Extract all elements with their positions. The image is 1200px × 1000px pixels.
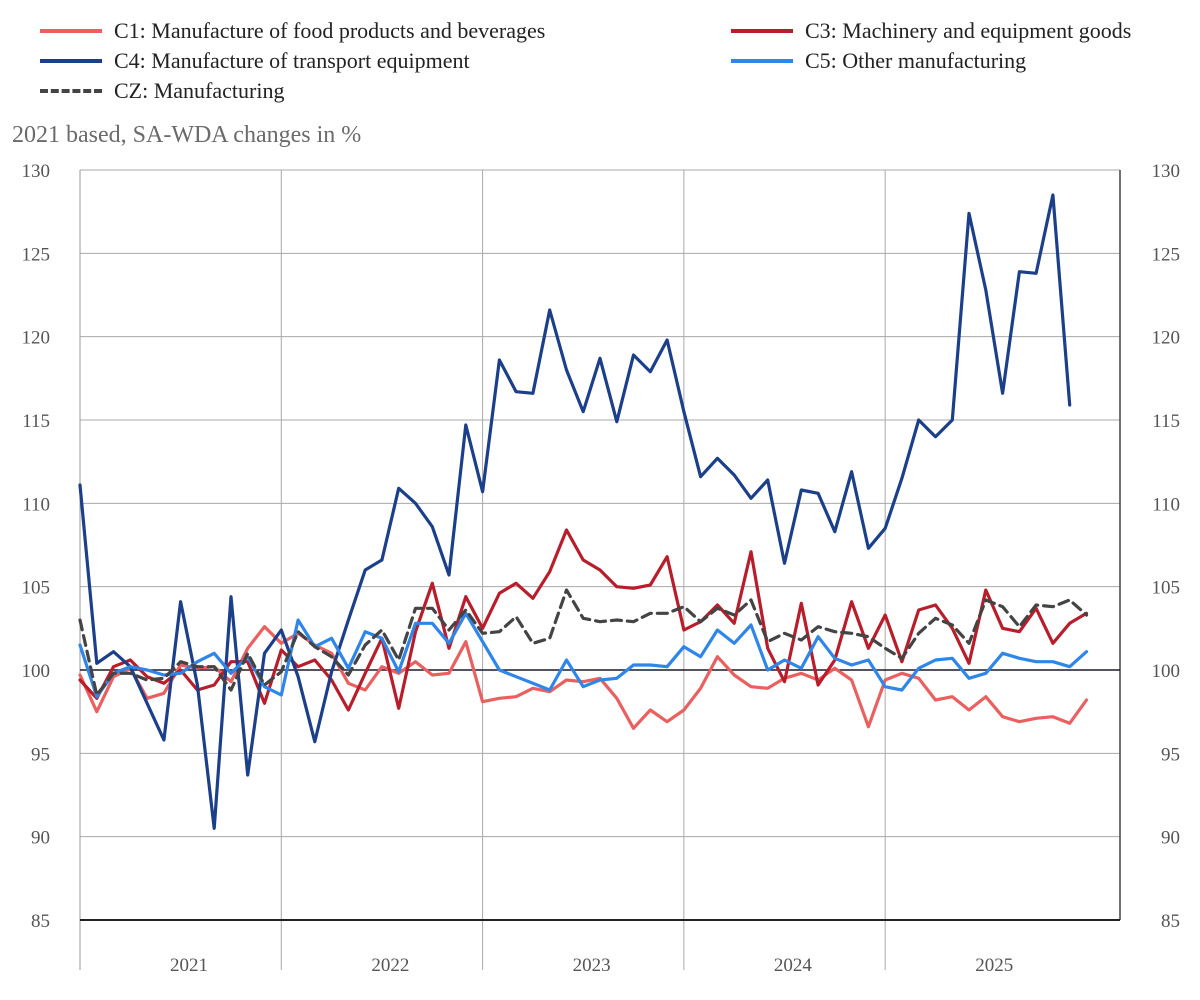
xtick-year-2024: 2024: [774, 955, 813, 976]
ytick-left-125: 125: [22, 244, 51, 265]
chart-subtitle: 2021 based, SA-WDA changes in %: [12, 122, 362, 148]
legend: C1: Manufacture of food products and bev…: [0, 0, 1200, 110]
ytick-left-110: 110: [22, 494, 50, 515]
legend-swatch-cz: [40, 89, 102, 93]
series-line-3: [78, 611, 1089, 699]
series-line-4: [78, 588, 1089, 697]
tick-labels: 85 85 90 90 95 95 100 100 105 105 110 110 115 115 120 1…: [22, 161, 1181, 976]
ytick-right-110: 110: [1152, 494, 1180, 515]
legend-swatch-c3: [731, 29, 793, 33]
ytick-left-90: 90: [31, 828, 50, 849]
series-group: [78, 193, 1089, 830]
legend-label-c1: C1: Manufacture of food products and bev…: [114, 18, 546, 43]
ytick-right-115: 115: [1152, 411, 1180, 432]
legend-label-c5: C5: Other manufacturing: [805, 48, 1027, 73]
legend-item-c1: C1: Manufacture of food products and bev…: [40, 18, 545, 44]
ytick-right-90: 90: [1161, 828, 1180, 849]
xtick-year-2025: 2025: [975, 955, 1013, 976]
ytick-right-100: 100: [1152, 661, 1181, 682]
ytick-left-120: 120: [22, 328, 51, 349]
xtick-year-2023: 2023: [573, 955, 611, 976]
ytick-right-105: 105: [1152, 578, 1181, 599]
ytick-right-120: 120: [1152, 328, 1181, 349]
legend-swatch-c5: [731, 59, 793, 63]
legend-label-c4: C4: Manufacture of transport equipment: [114, 48, 470, 73]
series-line-2: [78, 193, 1072, 830]
ytick-left-85: 85: [31, 911, 50, 932]
legend-item-cz: CZ: Manufacturing: [40, 78, 284, 104]
xtick-year-2022: 2022: [371, 955, 409, 976]
series-line-1: [78, 528, 1089, 712]
ytick-left-95: 95: [31, 744, 50, 765]
xtick-year-2021: 2021: [170, 955, 208, 976]
ytick-left-130: 130: [22, 161, 51, 182]
series-line-0: [78, 625, 1089, 730]
ytick-right-85: 85: [1161, 911, 1180, 932]
ytick-right-95: 95: [1161, 744, 1180, 765]
ytick-left-115: 115: [22, 411, 50, 432]
ytick-right-130: 130: [1152, 161, 1181, 182]
ytick-left-105: 105: [22, 578, 51, 599]
legend-swatch-c4: [40, 59, 102, 63]
legend-item-c5: C5: Other manufacturing: [731, 48, 1026, 74]
legend-label-c3: C3: Machinery and equipment goods: [805, 18, 1132, 43]
legend-label-cz: CZ: Manufacturing: [114, 78, 285, 103]
ytick-right-125: 125: [1152, 244, 1181, 265]
legend-item-c3: C3: Machinery and equipment goods: [731, 18, 1131, 44]
legend-swatch-c1: [40, 29, 102, 33]
legend-item-c4: C4: Manufacture of transport equipment: [40, 48, 470, 74]
ytick-left-100: 100: [22, 661, 51, 682]
